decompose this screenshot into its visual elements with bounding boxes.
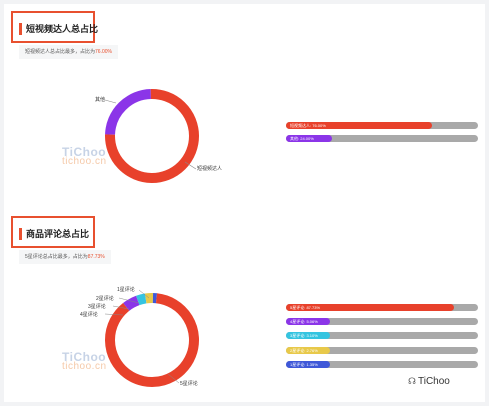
watermark-sub: tichoo.cn <box>62 361 107 372</box>
watermark-sub: tichoo.cn <box>62 156 107 167</box>
pie-label-other: 其他 <box>95 97 106 103</box>
report-card: 短视频达人总占比 短视频达人总占比最多，占比为76.00% 其他 短视频达人 T… <box>4 4 485 402</box>
pie-label-5star: 5星评论 <box>180 381 198 387</box>
leader-line-other <box>104 99 117 104</box>
summary-note: 短视频达人总占比最多，占比为76.00% <box>19 45 118 59</box>
review-bar-row: 2星评论: 2.76% <box>286 347 478 354</box>
video-bar-fill <box>286 122 432 129</box>
review-bar-label: 4星评论: 5.06% <box>290 319 318 324</box>
summary-value: 87.73% <box>87 254 105 260</box>
section-product-reviews: 商品评论总占比 5星评论总占比最多，占比为87.73% 1星评论 2星评论 3星… <box>4 210 485 402</box>
leader-lines-reviews <box>104 289 150 316</box>
review-bar-row: 5星评论: 87.73% <box>286 304 478 311</box>
review-bar-fill <box>286 318 330 325</box>
brand-name: TiChoo <box>418 376 450 387</box>
summary-note: 5星评论总占比最多，占比为87.73% <box>19 250 111 264</box>
video-bar-label: 短视频达人: 76.00% <box>290 123 326 128</box>
review-donut-slice-0 <box>123 295 140 311</box>
review-bar-row: 4星评论: 5.06% <box>286 318 478 325</box>
pie-label-1star: 1星评论 <box>117 287 135 293</box>
section-title: 短视频达人总占比 <box>26 24 99 34</box>
watermark: TiChoo tichoo.cn <box>62 145 107 167</box>
review-bar-label: 5星评论: 87.73% <box>290 305 321 310</box>
leader-line-5star <box>167 373 180 384</box>
watermark-text: TiChoo <box>62 145 107 159</box>
video-bar-fill <box>286 135 333 142</box>
watermark-text: TiChoo <box>62 350 107 364</box>
review-donut-slice-1 <box>136 293 147 306</box>
summary-text: 5星评论总占比最多，占比为 <box>25 254 88 260</box>
pie-label-4star: 4星评论 <box>80 312 98 318</box>
wechat-icon: ☊ <box>408 376 416 386</box>
review-bar-row: 1星评论: 1.35% <box>286 361 478 368</box>
section-title: 商品评论总占比 <box>26 229 90 239</box>
title-accent-bar <box>19 23 22 35</box>
summary-text: 短视频达人总占比最多，占比为 <box>25 49 96 55</box>
pie-label-2star: 2星评论 <box>96 296 114 302</box>
donut-chart-reviews <box>105 293 199 387</box>
review-bar-label: 2星评论: 2.76% <box>290 348 318 353</box>
review-donut-slice-4 <box>105 293 199 387</box>
pie-label-3star: 3星评论 <box>88 304 106 310</box>
section-title-box: 短视频达人总占比 <box>11 11 99 43</box>
review-bar-label: 3星评论: 3.10% <box>290 333 318 338</box>
review-bar-fill <box>286 347 330 354</box>
video-bar-label: 其他: 24.00% <box>290 136 314 141</box>
pie-label-main: 短视频达人 <box>197 166 223 172</box>
summary-value: 76.00% <box>95 49 112 55</box>
review-bar-row: 3星评论: 3.10% <box>286 332 478 339</box>
watermark: TiChoo tichoo.cn <box>62 350 107 372</box>
review-bar-fill <box>286 361 330 368</box>
leader-line-main <box>184 161 197 170</box>
review-bar-fill <box>286 332 330 339</box>
section-video-creators: 短视频达人总占比 短视频达人总占比最多，占比为76.00% 其他 短视频达人 T… <box>4 4 485 204</box>
video-bar-row: 短视频达人: 76.00% <box>286 122 478 129</box>
review-bar-fill <box>286 304 455 311</box>
section-title-box: 商品评论总占比 <box>11 216 95 248</box>
review-bar-label: 1星评论: 1.35% <box>290 362 318 367</box>
video-donut-slice-1 <box>105 89 199 183</box>
title-accent-bar <box>19 228 22 240</box>
video-donut-slice-0 <box>105 89 152 135</box>
video-bar-row: 其他: 24.00% <box>286 135 478 142</box>
donut-chart-video <box>105 89 199 183</box>
brand-footer: ☊ TiChoo <box>408 376 450 387</box>
